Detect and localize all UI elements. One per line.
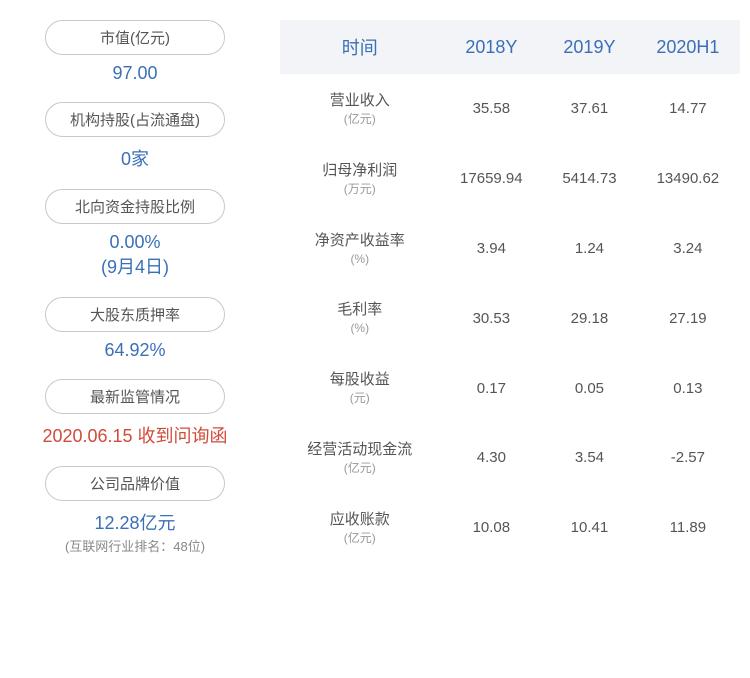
stat-label-northbound: 北向资金持股比例 <box>45 189 225 224</box>
left-stats-column: 市值(亿元) 97.00 机构持股(占流通盘) 0家 北向资金持股比例 0.00… <box>10 20 260 658</box>
table-cell: 3.24 <box>636 214 740 284</box>
row-label-revenue: 营业收入(亿元) <box>280 74 440 144</box>
table-header-row: 时间 2018Y 2019Y 2020H1 <box>280 20 740 74</box>
stat-label-market-cap: 市值(亿元) <box>45 20 225 55</box>
table-body: 营业收入(亿元) 35.58 37.61 14.77 归母净利润(万元) 176… <box>280 74 740 563</box>
stat-value-brand-sub: (互联网行业排名：48位) <box>65 539 205 554</box>
table-cell: 0.05 <box>543 353 636 423</box>
table-cell: 0.17 <box>440 353 544 423</box>
table-row: 归母净利润(万元) 17659.94 5414.73 13490.62 <box>280 144 740 214</box>
table-header-2018: 2018Y <box>440 20 544 74</box>
table-row: 经营活动现金流(亿元) 4.30 3.54 -2.57 <box>280 423 740 493</box>
table-cell: 30.53 <box>440 283 544 353</box>
table-cell: -2.57 <box>636 423 740 493</box>
table-cell: 5414.73 <box>543 144 636 214</box>
table-cell: 1.24 <box>543 214 636 284</box>
table-cell: 17659.94 <box>440 144 544 214</box>
stat-value-pledge-rate: 64.92% <box>104 340 165 361</box>
stat-value-northbound: 0.00% (9月4日) <box>101 232 169 279</box>
table-row: 应收账款(亿元) 10.08 10.41 11.89 <box>280 493 740 563</box>
row-label-eps: 每股收益(元) <box>280 353 440 423</box>
row-label-net-profit: 归母净利润(万元) <box>280 144 440 214</box>
table-header-time: 时间 <box>280 20 440 74</box>
table-cell: 0.13 <box>636 353 740 423</box>
financial-table: 时间 2018Y 2019Y 2020H1 营业收入(亿元) 35.58 37.… <box>280 20 740 563</box>
table-cell: 10.08 <box>440 493 544 563</box>
table-row: 净资产收益率(%) 3.94 1.24 3.24 <box>280 214 740 284</box>
table-cell: 3.54 <box>543 423 636 493</box>
stat-value-inst-holding: 0家 <box>121 145 149 171</box>
row-label-gross-margin: 毛利率(%) <box>280 283 440 353</box>
stat-label-inst-holding: 机构持股(占流通盘) <box>45 102 225 137</box>
table-cell: 4.30 <box>440 423 544 493</box>
table-cell: 10.41 <box>543 493 636 563</box>
table-cell: 14.77 <box>636 74 740 144</box>
stat-label-brand-value: 公司品牌价值 <box>45 466 225 501</box>
row-label-roe: 净资产收益率(%) <box>280 214 440 284</box>
table-row: 每股收益(元) 0.17 0.05 0.13 <box>280 353 740 423</box>
table-cell: 37.61 <box>543 74 636 144</box>
row-label-receivables: 应收账款(亿元) <box>280 493 440 563</box>
stat-value-market-cap: 97.00 <box>112 63 157 84</box>
table-cell: 35.58 <box>440 74 544 144</box>
stat-value-northbound-sub: (9月4日) <box>101 257 169 277</box>
table-header-2019: 2019Y <box>543 20 636 74</box>
table-row: 毛利率(%) 30.53 29.18 27.19 <box>280 283 740 353</box>
right-table-column: 时间 2018Y 2019Y 2020H1 营业收入(亿元) 35.58 37.… <box>260 20 740 658</box>
stat-value-brand-value: 12.28亿元 (互联网行业排名：48位) <box>65 509 205 556</box>
table-cell: 27.19 <box>636 283 740 353</box>
table-cell: 13490.62 <box>636 144 740 214</box>
table-row: 营业收入(亿元) 35.58 37.61 14.77 <box>280 74 740 144</box>
table-cell: 29.18 <box>543 283 636 353</box>
stat-value-northbound-main: 0.00% <box>109 232 160 252</box>
table-cell: 11.89 <box>636 493 740 563</box>
stat-value-regulatory: 2020.06.15 收到问询函 <box>42 422 227 448</box>
stat-value-brand-main: 12.28亿元 <box>94 513 175 533</box>
stat-label-regulatory: 最新监管情况 <box>45 379 225 414</box>
table-header-2020h1: 2020H1 <box>636 20 740 74</box>
row-label-cashflow: 经营活动现金流(亿元) <box>280 423 440 493</box>
stat-label-pledge-rate: 大股东质押率 <box>45 297 225 332</box>
table-cell: 3.94 <box>440 214 544 284</box>
